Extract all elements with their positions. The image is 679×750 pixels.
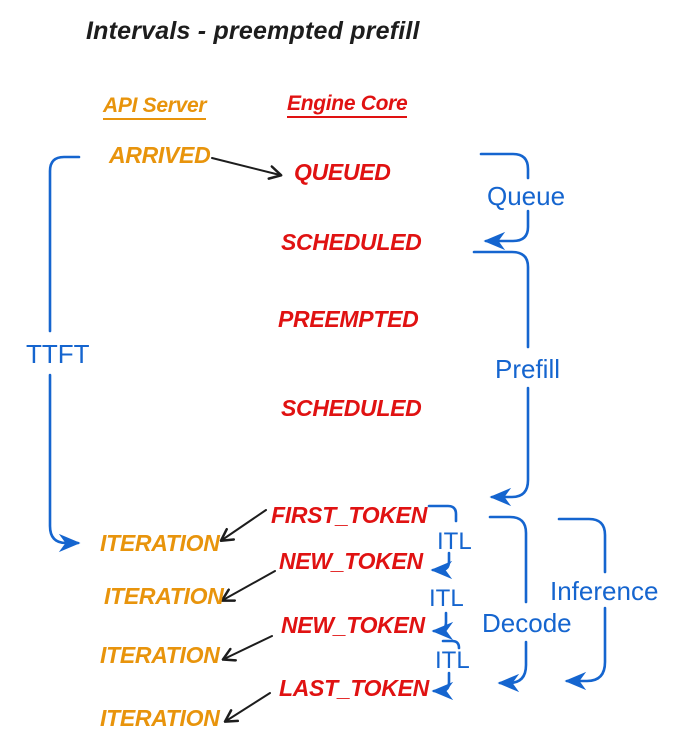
- event-queued: QUEUED: [294, 159, 391, 185]
- queue-bracket-arrow: [483, 209, 530, 251]
- event-scheduled-1: SCHEDULED: [281, 229, 422, 255]
- event-new-token-1: NEW_TOKEN: [279, 548, 423, 574]
- event-scheduled-2: SCHEDULED: [281, 395, 422, 421]
- prefill-bracket-top: [472, 250, 530, 349]
- itl-bracket-1-arrow: [430, 551, 453, 580]
- itl-bracket-3-top: [441, 639, 461, 650]
- arrow-new-token-1-to-iteration: [220, 570, 276, 602]
- column-header-engine-core: Engine Core: [287, 93, 408, 118]
- itl-bracket-1-top: [427, 504, 458, 523]
- interval-label-prefill: Prefill: [495, 354, 561, 384]
- event-first-token: FIRST_TOKEN: [271, 502, 428, 528]
- event-iteration-4: ITERATION: [100, 705, 220, 731]
- event-iteration-3: ITERATION: [100, 642, 220, 668]
- arrow-new-token-2-to-iteration: [221, 635, 273, 662]
- event-new-token-2: NEW_TOKEN: [281, 612, 425, 638]
- queue-bracket-top: [479, 152, 530, 180]
- arrow-last-token-to-iteration: [223, 692, 271, 723]
- inference-bracket-top: [557, 517, 607, 574]
- event-preempted: PREEMPTED: [278, 306, 419, 332]
- inference-bracket-arrow: [564, 606, 607, 691]
- interval-label-itl-2: ITL: [429, 585, 464, 612]
- interval-label-itl-1: ITL: [437, 528, 472, 555]
- itl-bracket-2-arrow: [431, 611, 454, 641]
- ttft-bracket-top: [48, 155, 81, 333]
- ttft-bracket-arrow: [48, 373, 81, 553]
- interval-label-itl-3: ITL: [435, 647, 470, 674]
- event-last-token: LAST_TOKEN: [279, 675, 429, 701]
- event-iteration-1: ITERATION: [100, 530, 220, 556]
- arrow-arrived-to-queued: [211, 157, 283, 180]
- itl-bracket-3-arrow: [431, 671, 454, 701]
- interval-label-inference: Inference: [550, 576, 659, 606]
- interval-label-ttft: TTFT: [26, 339, 90, 369]
- event-iteration-2: ITERATION: [104, 583, 224, 609]
- column-header-api-server: API Server: [103, 95, 207, 120]
- interval-label-queue: Queue: [487, 181, 566, 211]
- prefill-bracket-arrow: [489, 386, 530, 507]
- event-arrived: ARRIVED: [109, 142, 211, 168]
- arrow-first-token-to-iteration: [219, 509, 267, 542]
- decode-bracket-arrow: [497, 640, 528, 693]
- decode-bracket-top: [488, 515, 528, 604]
- diagram-title: Intervals - preempted prefill: [86, 17, 420, 45]
- interval-label-decode: Decode: [482, 608, 572, 638]
